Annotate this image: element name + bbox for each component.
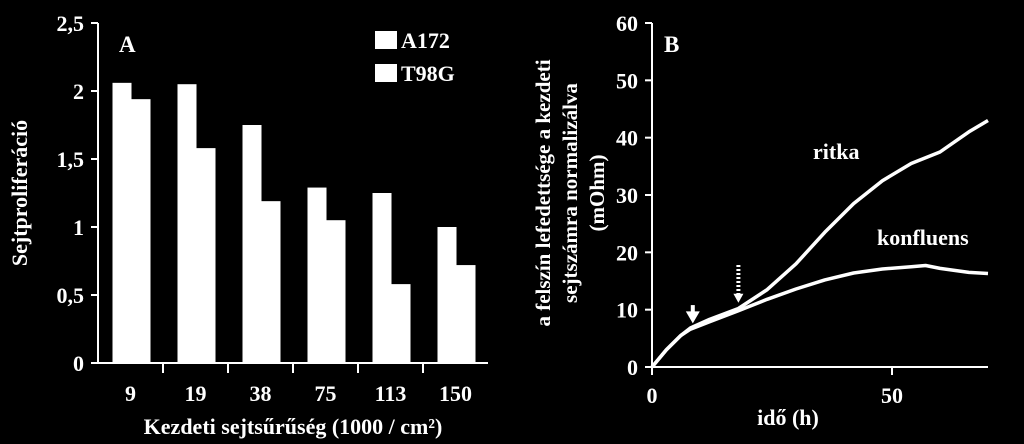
bar-t98g-19 (196, 148, 216, 363)
x-tick-label: 19 (185, 381, 207, 406)
x-tick-label: 113 (375, 381, 407, 406)
y-tick-label: 1,5 (57, 147, 85, 172)
series-line-konfluens (650, 263, 989, 369)
bar-a172-19 (177, 84, 197, 363)
x-tick-label: 38 (250, 381, 272, 406)
y-tick-label: 30 (616, 183, 638, 208)
dotted-arrow-head (733, 293, 744, 303)
y-tick-label: 1 (73, 215, 84, 240)
panel-label: B (664, 32, 679, 57)
y-tick-label: 10 (616, 298, 638, 323)
solid-arrow-head (685, 311, 700, 324)
legend-label-a172: A172 (401, 28, 450, 53)
y-axis-label-line: a felszín lefedettsége a kezdeti (531, 59, 555, 326)
bar-a172-38 (242, 125, 262, 363)
series-label-konfluens: konfluens (877, 225, 969, 250)
bar-t98g-150 (456, 265, 476, 363)
panel-a-bar-chart: 0 0,5 1 1,5 2 2,5 9 19 38 75 113 150 A A172 T98G Kezdet… (7, 11, 488, 439)
bar-a172-75 (307, 187, 327, 363)
y-tick-label: 20 (616, 240, 638, 265)
x-tick-label: 150 (439, 381, 472, 406)
bar-t98g-9 (131, 99, 151, 363)
bar-a172-113 (372, 193, 392, 363)
panel-label: A (119, 32, 136, 57)
y-tick-label: 0 (73, 351, 84, 376)
y-axis-label: Sejtproliferáció (7, 120, 32, 266)
bar-t98g-38 (261, 201, 281, 363)
y-tick-label: 0 (627, 355, 638, 380)
legend-swatch-t98g (375, 64, 397, 82)
legend-label-t98g: T98G (401, 61, 455, 86)
bar-a172-150 (437, 227, 457, 363)
bar-a172-9 (112, 82, 132, 363)
x-tick-label: 50 (881, 383, 903, 408)
y-tick-label: 0,5 (57, 283, 85, 308)
y-tick-label: 2 (73, 79, 84, 104)
y-tick-label: 60 (616, 11, 638, 36)
y-tick-label: 2,5 (57, 11, 85, 36)
x-axis-label: idő (h) (757, 405, 819, 430)
series-label-ritka: ritka (813, 139, 859, 164)
bar-t98g-113 (391, 284, 411, 363)
legend-swatch-a172 (375, 31, 397, 49)
y-axis-label-line: (mOhm) (585, 155, 609, 232)
x-tick-label: 0 (647, 383, 658, 408)
y-tick-label: 50 (616, 68, 638, 93)
y-tick-label: 40 (616, 126, 638, 151)
x-tick-label: 9 (125, 381, 136, 406)
bar-t98g-75 (326, 220, 346, 363)
x-axis-label: Kezdeti sejtsűrűség (1000 / cm²) (144, 414, 443, 439)
y-axis-label-line: sejtszámra normalizálva (558, 83, 582, 303)
x-tick-label: 75 (315, 381, 337, 406)
